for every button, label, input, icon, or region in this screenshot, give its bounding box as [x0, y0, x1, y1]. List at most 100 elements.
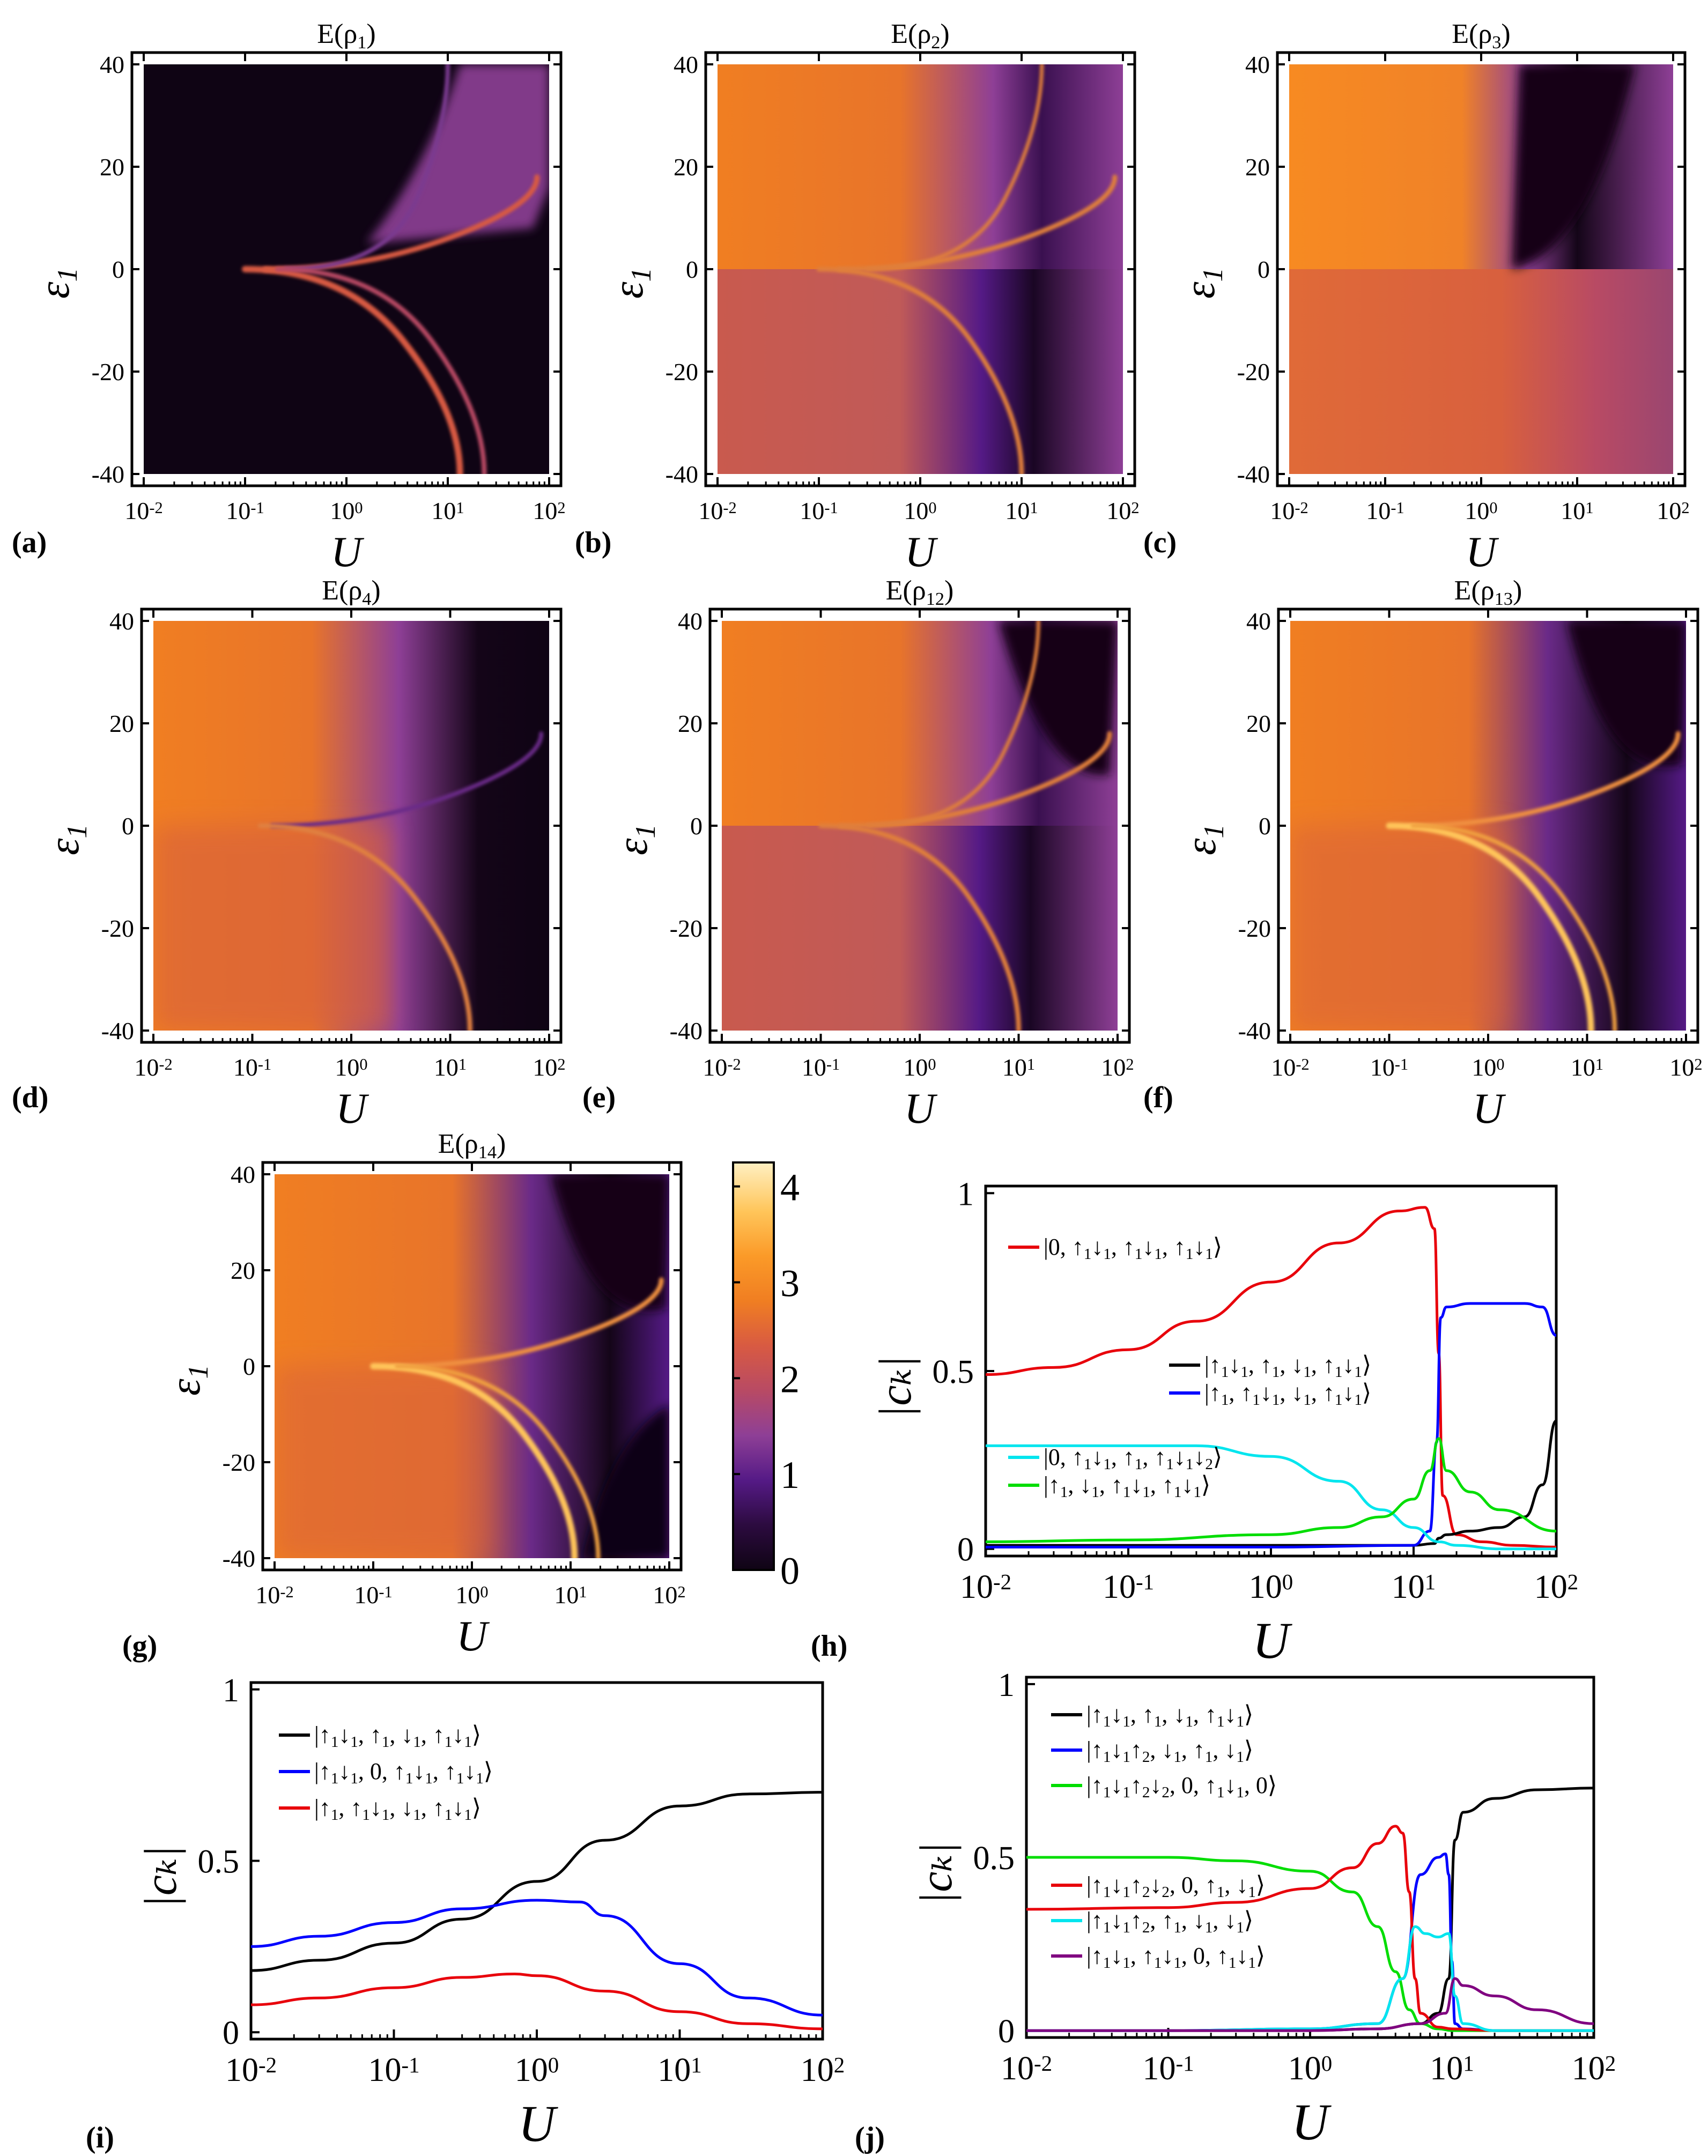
y-tick-label: 0: [1258, 256, 1270, 283]
panel-letter: (j): [855, 2121, 885, 2154]
colorbar-tick-label: 2: [780, 1358, 800, 1401]
y-axis-label: ε1: [162, 1365, 214, 1396]
panel-letter: (h): [811, 1629, 847, 1663]
heatmap-feature: [1410, 824, 1617, 1031]
heatmap-feature: [370, 1363, 578, 1558]
x-tick-label: 102: [653, 1581, 685, 1609]
x-tick-label: 10-2: [698, 497, 736, 524]
x-tick-label: 101: [1005, 497, 1038, 524]
y-tick-label: 40: [231, 1161, 255, 1188]
x-tick-label: 102: [1534, 1569, 1578, 1605]
x-tick-label: 100: [515, 2052, 559, 2088]
heatmap-region: [153, 826, 391, 1031]
panel-letter: (a): [12, 526, 47, 559]
y-tick-label: -20: [1237, 358, 1270, 386]
x-axis-label: U: [904, 1085, 938, 1132]
x-tick-label: 102: [533, 497, 565, 524]
y-tick-label: 0.5: [198, 1844, 240, 1880]
y-tick-label: -20: [92, 358, 124, 386]
y-tick-label: -20: [666, 358, 698, 386]
heatmap-image: [1289, 64, 1673, 474]
x-tick-label: 101: [1561, 497, 1593, 524]
x-tick-label: 101: [554, 1581, 587, 1609]
heatmap-feature: [270, 731, 544, 828]
legend-label: |↑1, ↑1↓1, ↓1, ↑1↓1⟩: [1204, 1380, 1371, 1409]
x-tick-label: 102: [801, 2052, 845, 2088]
x-tick-label: 100: [1472, 1054, 1504, 1081]
y-tick-label: 0.5: [933, 1354, 974, 1390]
panel-letter: (e): [582, 1081, 616, 1114]
legend-label: |↑1↓1↑2, ↑1, ↓1, ↓1⟩: [1086, 1907, 1253, 1936]
y-tick-label: 20: [1245, 153, 1270, 181]
x-tick-label: 10-1: [368, 2052, 419, 2088]
x-tick-label: 102: [533, 1054, 565, 1081]
legend-label: |↑1↓1, ↑1↓1, 0, ↑1↓1⟩: [1086, 1943, 1265, 1972]
x-tick-label: 10-1: [226, 497, 264, 524]
heatmap-region: [275, 1366, 492, 1558]
x-tick-label: 102: [1106, 497, 1139, 524]
panel-letter: (f): [1143, 1081, 1173, 1114]
series-line: [1026, 1977, 1594, 2032]
y-tick-label: 0: [1259, 812, 1271, 840]
legend-label: |↑1↓1, ↑1, ↓1, ↑1↓1⟩: [1086, 1701, 1253, 1730]
y-tick-label: -20: [101, 915, 134, 942]
y-tick-label: 40: [1245, 51, 1270, 78]
panel-title: E(ρ1): [317, 19, 376, 53]
panel-letter: (c): [1143, 526, 1177, 559]
y-tick-label: 20: [109, 710, 134, 737]
y-tick-label: -40: [1237, 461, 1270, 488]
x-axis-label: U: [331, 529, 365, 576]
y-tick-label: -40: [92, 461, 124, 488]
heatmap-feature: [866, 64, 1044, 271]
y-axis-label: ε1: [1177, 268, 1229, 299]
heatmap-feature: [818, 823, 1021, 1031]
y-tick-label: 0: [686, 256, 698, 283]
x-tick-label: 101: [1430, 2050, 1474, 2087]
heatmap-panel: -40 -20 0 20 40 10-2 10-1 100 101 102 E(ρ12) Uε1: [609, 575, 1134, 1132]
y-tick-label: 0: [690, 812, 703, 840]
heatmap-feature: [816, 266, 1024, 474]
y-tick-label: 0: [223, 2015, 239, 2051]
legend-label: |↑1↓1↑2, ↓1, ↑1, ↓1⟩: [1086, 1737, 1253, 1766]
x-tick-label: 10-1: [354, 1581, 392, 1609]
y-tick-label: 40: [1246, 607, 1271, 635]
y-axis-label: ε1: [41, 824, 93, 855]
y-tick-label: -40: [101, 1017, 134, 1044]
line-chart-panel: 0 0.5 1 10-2 10-1 100 101 102 |↑1↓1, ↑1, ↓1, ↑1↓…: [135, 1672, 845, 2152]
y-axis-label: |cₖ|: [869, 1356, 921, 1419]
x-tick-label: 102: [1101, 1054, 1134, 1081]
heatmap-clip: [275, 1174, 669, 1558]
plot-frame: [249, 1681, 824, 2041]
x-tick-label: 10-2: [225, 2052, 277, 2088]
colorbar-tick-label: 1: [780, 1454, 800, 1496]
heatmap-feature: [866, 621, 1040, 828]
y-axis-label: ε1: [605, 268, 657, 299]
heatmap-feature: [275, 266, 487, 474]
panel-letter: (b): [575, 526, 611, 559]
x-axis-label: U: [905, 529, 938, 576]
y-tick-label: -40: [1238, 1017, 1271, 1044]
y-axis-label: |cₖ|: [910, 1842, 962, 1905]
panel-title: E(ρ4): [322, 575, 381, 609]
colorbar-gradient: [732, 1161, 775, 1571]
y-tick-label: 0: [243, 1353, 255, 1380]
heatmap-region: [1290, 826, 1508, 1031]
legend-label: |↑1↓1↑2↓2, 0, ↑1, ↓1⟩: [1086, 1872, 1265, 1901]
heatmap-panel: -40 -20 0 20 40 10-2 10-1 100 101 102 E(ρ14) Uε1: [162, 1129, 686, 1660]
legend-label: |↑1↓1, ↑1, ↓1, ↑1↓1⟩: [314, 1722, 481, 1751]
heatmap-image: [1290, 621, 1686, 1031]
heatmap-feature: [1406, 731, 1681, 828]
heatmap-feature: [999, 621, 1118, 775]
heatmap-region: [722, 826, 1118, 1031]
line-chart-panel: 0 0.5 1 10-2 10-1 100 101 102 |0, ↑1↓1, ↑1↓1, ↑1…: [869, 1176, 1578, 1669]
legend-label: |↑1↓1, ↑1, ↓1, ↑1↓1⟩: [1204, 1352, 1371, 1381]
heatmap-image: [718, 64, 1123, 474]
panel-title: E(ρ2): [891, 19, 950, 53]
panel-letter: (g): [122, 1629, 157, 1663]
x-tick-label: 100: [1288, 2050, 1332, 2087]
heatmap-feature: [1386, 823, 1594, 1031]
x-tick-label: 101: [1571, 1054, 1603, 1081]
x-tick-label: 101: [1002, 1054, 1035, 1081]
y-tick-label: -40: [223, 1545, 255, 1572]
x-tick-label: 102: [1657, 497, 1689, 524]
